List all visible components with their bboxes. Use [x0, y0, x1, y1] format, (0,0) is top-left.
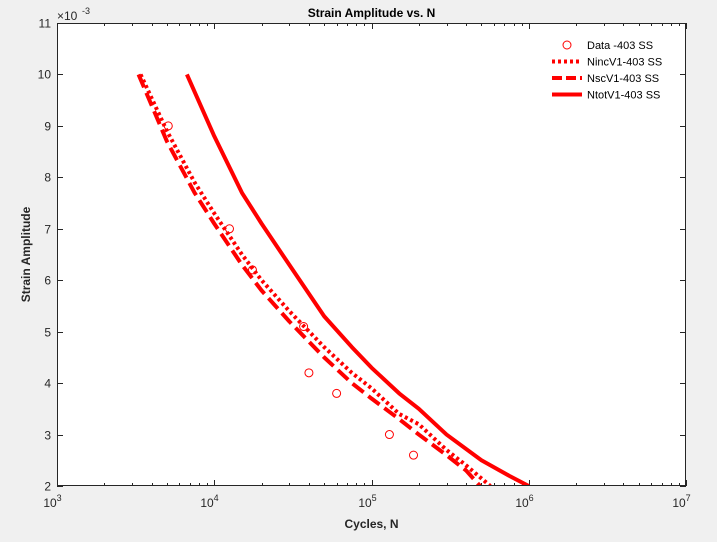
data-point: [299, 322, 309, 332]
x-tick-label: 106: [515, 493, 533, 510]
y-tick-label: 7: [44, 223, 51, 237]
y-tick-labels: 2 3 4 5 6 7 8 9 10 11: [38, 17, 52, 494]
y-tick-label: 6: [44, 274, 51, 288]
x-tick-base: 10: [200, 496, 214, 510]
x-tick-base: 10: [43, 496, 57, 510]
series-line: [138, 73, 492, 486]
data-point: [332, 388, 342, 398]
x-tick-labels: 103 104 105 106 107: [43, 493, 690, 510]
x-tick-exponent: 3: [57, 493, 62, 503]
x-tick-exponent: 4: [214, 493, 219, 503]
legend-swatch: [562, 40, 572, 50]
x-axis-label: Cycles, N: [344, 517, 398, 531]
series-line: [185, 73, 530, 486]
y-tick-label: 5: [44, 326, 51, 340]
data-point: [409, 450, 419, 460]
legend-entry: Data -403 SS: [587, 40, 653, 52]
x-tick-exponent: 5: [372, 493, 377, 503]
x-tick-label: 103: [43, 493, 61, 510]
data-point: [304, 368, 314, 378]
plot-frame: [57, 23, 686, 486]
x-tick-label: 107: [672, 493, 690, 510]
legend: Data -403 SS NincV1-403 SS NscV1-403 SS Nto…: [544, 32, 679, 106]
y-tick-label: 10: [38, 68, 52, 82]
x-tick-label: 104: [200, 493, 218, 510]
y-multiplier-label: ×10: [57, 9, 78, 23]
y-tick-label: 4: [44, 377, 51, 391]
x-tick-base: 10: [515, 496, 529, 510]
series-line: [136, 73, 482, 486]
legend-entry: NtotV1-403 SS: [587, 90, 660, 102]
x-tick-base: 10: [672, 496, 686, 510]
series-markers: [163, 121, 419, 460]
y-tick-label: 11: [39, 17, 52, 31]
legend-entry: NscV1-403 SS: [587, 73, 659, 85]
x-tick-label: 105: [358, 493, 376, 510]
chart-title: Strain Amplitude vs. N: [308, 6, 436, 20]
y-multiplier: ×10 -3: [57, 6, 90, 23]
y-axis-label: Strain Amplitude: [19, 206, 33, 302]
y-tick-label: 8: [44, 171, 51, 185]
y-tick-label: 2: [44, 480, 51, 494]
data-point: [384, 430, 394, 440]
y-tick-label: 3: [44, 429, 51, 443]
x-tick-exponent: 6: [529, 493, 534, 503]
series-layer: [136, 73, 530, 486]
x-tick-exponent: 7: [686, 493, 691, 503]
x-tick-base: 10: [358, 496, 372, 510]
legend-entry: NincV1-403 SS: [587, 57, 662, 69]
y-multiplier-exponent: -3: [82, 6, 90, 16]
y-tick-label: 9: [44, 120, 51, 134]
